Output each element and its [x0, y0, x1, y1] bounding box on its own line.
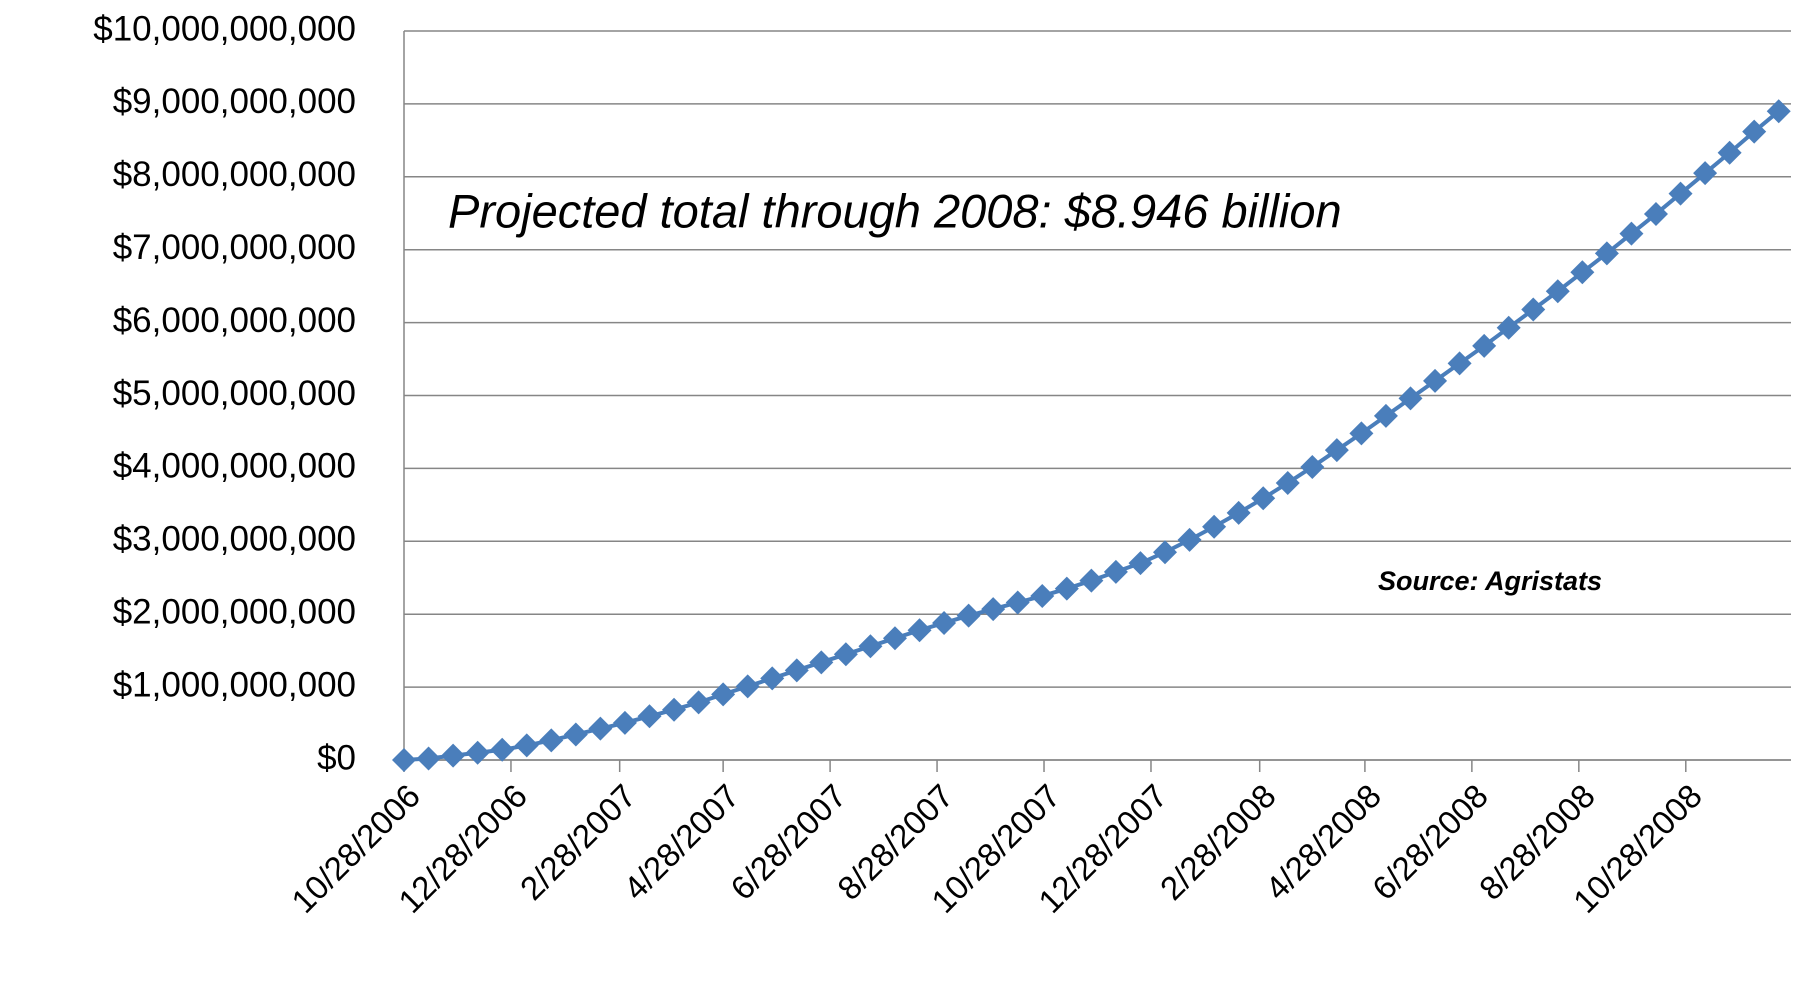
marker	[662, 697, 687, 722]
y-tick-label: $1,000,000,000	[113, 665, 356, 704]
marker	[1324, 438, 1349, 463]
marker	[1398, 386, 1423, 411]
marker	[1226, 500, 1251, 525]
y-tick-label: $9,000,000,000	[113, 82, 356, 121]
marker	[465, 740, 490, 765]
marker	[907, 618, 932, 643]
y-tick-label: $8,000,000,000	[113, 155, 356, 194]
y-tick-label: $0	[317, 738, 356, 777]
marker	[637, 704, 662, 729]
marker	[1447, 351, 1472, 376]
marker	[588, 716, 613, 741]
marker	[1423, 368, 1448, 393]
marker	[1054, 576, 1079, 601]
marker	[735, 674, 760, 699]
x-tick-label: 4/28/2008	[1258, 777, 1388, 907]
marker	[1300, 454, 1325, 479]
marker	[981, 597, 1006, 622]
marker	[1373, 403, 1398, 428]
marker	[1349, 421, 1374, 446]
y-tick-label: $3,000,000,000	[113, 520, 356, 559]
plot: $0 $1,000,000,000 $2,000,000,000 $3,000,000…	[93, 9, 1791, 920]
marker	[1521, 297, 1546, 322]
marker	[563, 722, 588, 747]
marker	[711, 682, 736, 707]
marker	[392, 748, 416, 772]
marker	[809, 650, 834, 675]
marker	[1570, 260, 1595, 285]
marker	[858, 634, 883, 659]
marker	[1030, 583, 1055, 608]
marker	[1668, 181, 1693, 206]
y-tick-label: $2,000,000,000	[113, 592, 356, 631]
marker	[956, 603, 981, 628]
marker	[490, 737, 515, 762]
marker	[833, 642, 858, 667]
marker	[1766, 99, 1791, 124]
marker	[1496, 315, 1521, 340]
y-tick-label: $10,000,000,000	[93, 9, 356, 48]
marker	[932, 610, 957, 635]
marker	[1251, 486, 1276, 511]
marker	[416, 746, 441, 771]
marker	[760, 666, 785, 691]
marker	[1742, 119, 1767, 144]
marker	[612, 710, 637, 735]
marker	[1079, 568, 1104, 593]
marker	[1619, 221, 1644, 246]
marker	[539, 728, 564, 753]
marker	[882, 626, 907, 651]
marker	[1643, 201, 1668, 226]
x-tick-label: 6/28/2007	[723, 777, 853, 907]
marker	[1005, 590, 1030, 615]
marker	[686, 690, 711, 715]
marker	[441, 743, 466, 768]
x-tick-label: 6/28/2008	[1365, 777, 1495, 907]
annotation: Projected total through 2008: $8.946 bil…	[448, 184, 1342, 237]
source-note: Source: Agristats	[1378, 566, 1602, 596]
marker	[1128, 551, 1153, 576]
y-tick-label: $4,000,000,000	[113, 447, 356, 486]
y-tick-label: $5,000,000,000	[113, 374, 356, 413]
marker	[1717, 140, 1742, 165]
marker	[1275, 470, 1300, 495]
marker	[784, 658, 809, 683]
marker	[1202, 514, 1227, 539]
marker	[1472, 333, 1497, 358]
marker	[514, 733, 539, 758]
marker	[1545, 279, 1570, 304]
marker	[1103, 559, 1128, 584]
marker	[1177, 527, 1202, 552]
marker	[1594, 241, 1619, 266]
marker	[1153, 540, 1178, 565]
y-tick-label: $6,000,000,000	[113, 301, 356, 340]
marker	[1693, 161, 1718, 186]
y-tick-label: $7,000,000,000	[113, 228, 356, 267]
